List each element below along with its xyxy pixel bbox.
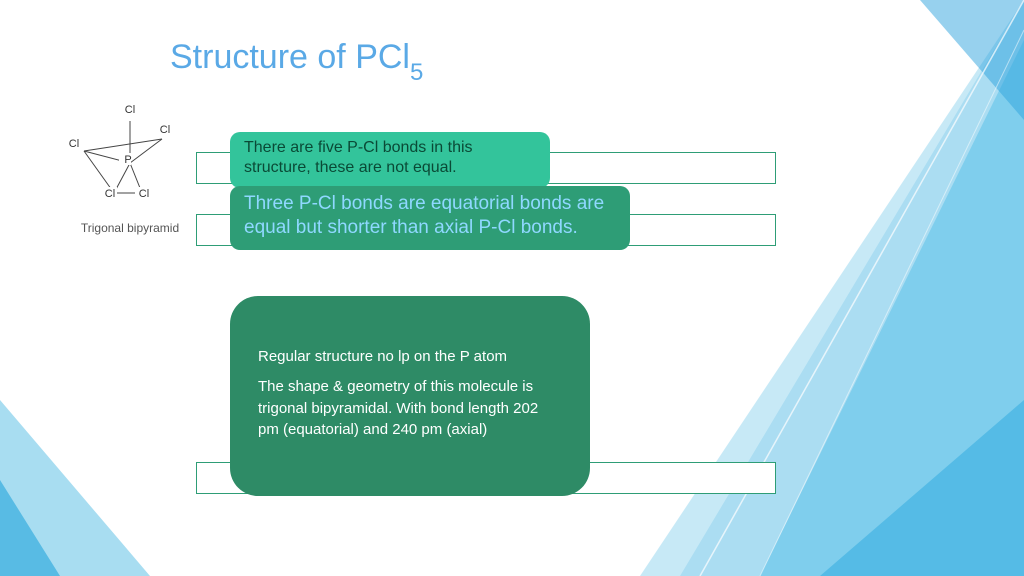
slide-title: Structure of PCl5: [170, 38, 423, 83]
row2-box: Three P-Cl bonds are equatorial bonds ar…: [230, 186, 630, 250]
row2-text: Three P-Cl bonds are equatorial bonds ar…: [244, 193, 604, 238]
molecule-diagram: Cl Cl Cl Cl Cl P Trigonal bipyramid: [60, 105, 200, 235]
row1-text: There are five P-Cl bonds in this struct…: [244, 139, 473, 176]
svg-text:Cl: Cl: [69, 138, 79, 150]
molecule-svg: Cl Cl Cl Cl Cl P: [60, 105, 190, 210]
title-subscript: 5: [410, 59, 423, 86]
svg-text:Cl: Cl: [125, 105, 135, 116]
svg-text:Cl: Cl: [139, 188, 149, 200]
bigbox-line1: Regular structure no lp on the P atom: [258, 346, 562, 368]
title-main: Structure of PCl: [170, 38, 410, 76]
row1-box: There are five P-Cl bonds in this struct…: [230, 132, 550, 188]
bigbox-line2: The shape & geometry of this molecule is…: [258, 376, 562, 441]
bigbox: Regular structure no lp on the P atom Th…: [230, 296, 590, 496]
svg-text:Cl: Cl: [160, 124, 170, 136]
diagram-caption: Trigonal bipyramid: [60, 221, 200, 235]
svg-text:Cl: Cl: [105, 188, 115, 200]
svg-text:P: P: [124, 154, 131, 166]
